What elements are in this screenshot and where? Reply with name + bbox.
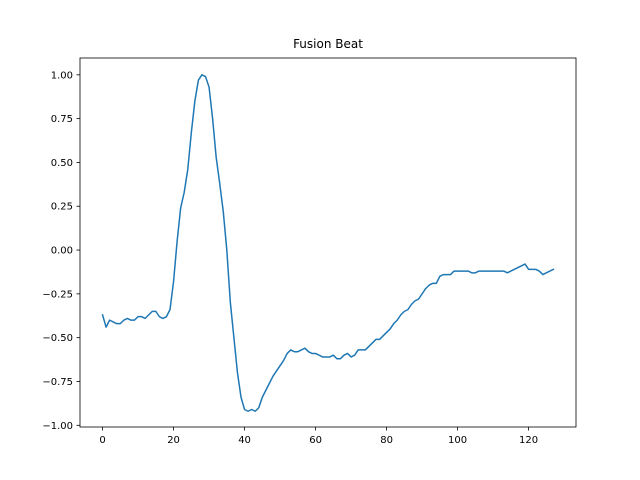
plot-area bbox=[101, 74, 555, 413]
y-tick-label: 0.25 bbox=[51, 202, 73, 213]
y-tick-label: −0.75 bbox=[42, 377, 73, 388]
x-tick-label: 100 bbox=[448, 435, 467, 446]
series-line-0 bbox=[101, 74, 555, 413]
y-tick-label: 0.75 bbox=[51, 114, 73, 125]
x-tick-label: 0 bbox=[99, 435, 105, 446]
x-tick-label: 40 bbox=[238, 435, 251, 446]
chart-title: Fusion Beat bbox=[293, 37, 363, 51]
y-tick-label: −1.00 bbox=[42, 421, 73, 432]
x-tick-label: 80 bbox=[380, 435, 393, 446]
x-tick-label: 120 bbox=[519, 435, 538, 446]
y-tick-label: 0.00 bbox=[51, 246, 73, 257]
y-tick-label: −0.25 bbox=[42, 289, 73, 300]
y-tick-label: 1.00 bbox=[51, 70, 73, 81]
y-tick-label: 0.50 bbox=[51, 158, 73, 169]
x-tick-label: 60 bbox=[309, 435, 322, 446]
y-tick-label: −0.50 bbox=[42, 333, 73, 344]
x-tick-label: 20 bbox=[167, 435, 180, 446]
axes-frame bbox=[79, 57, 577, 428]
axes: 0 20 40 60 80 100 120 −1.00 −0.75 −0.50 −0.25 0.00 0… bbox=[42, 57, 577, 446]
